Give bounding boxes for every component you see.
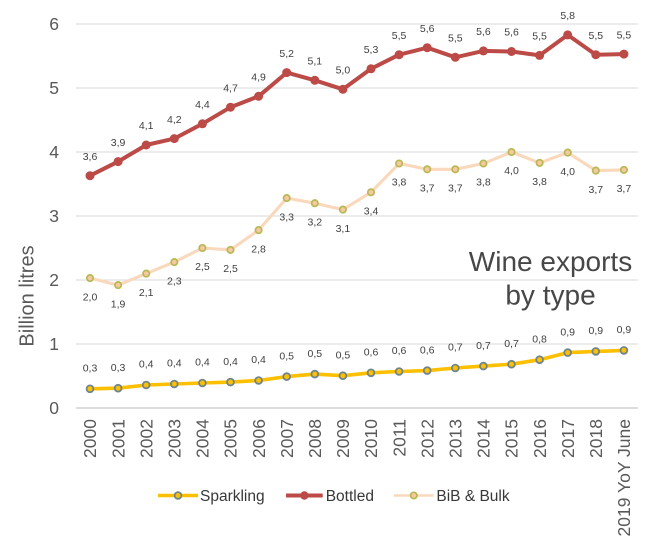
svg-text:0,4: 0,4 — [223, 356, 238, 368]
svg-text:4,0: 4,0 — [504, 165, 519, 177]
svg-text:2016: 2016 — [530, 419, 550, 458]
svg-text:2018: 2018 — [586, 419, 606, 458]
svg-text:0,8: 0,8 — [532, 333, 547, 345]
svg-text:2009: 2009 — [333, 419, 353, 458]
svg-text:2,5: 2,5 — [195, 261, 210, 273]
svg-text:3,8: 3,8 — [476, 177, 491, 189]
svg-text:4: 4 — [49, 142, 59, 162]
svg-text:1,9: 1,9 — [111, 298, 126, 310]
svg-text:2010: 2010 — [361, 419, 381, 458]
svg-text:2,3: 2,3 — [167, 275, 182, 287]
svg-text:4,7: 4,7 — [223, 82, 238, 94]
svg-text:Billion litres: Billion litres — [17, 245, 39, 346]
svg-text:3,4: 3,4 — [364, 206, 379, 218]
svg-text:by type: by type — [505, 280, 595, 311]
svg-text:2015: 2015 — [502, 419, 522, 458]
svg-text:5,1: 5,1 — [307, 56, 322, 68]
svg-text:2019 YoY June: 2019 YoY June — [614, 419, 634, 536]
svg-text:0,9: 0,9 — [588, 325, 603, 337]
svg-text:5,5: 5,5 — [532, 31, 547, 43]
svg-text:5,5: 5,5 — [617, 29, 632, 41]
svg-text:2,1: 2,1 — [139, 287, 154, 299]
svg-text:2: 2 — [49, 270, 59, 290]
svg-text:0,4: 0,4 — [251, 354, 266, 366]
svg-text:4,9: 4,9 — [251, 72, 266, 84]
svg-text:Bottled: Bottled — [326, 488, 374, 505]
svg-text:0,3: 0,3 — [83, 363, 98, 375]
svg-text:5,0: 5,0 — [336, 65, 351, 77]
svg-text:2007: 2007 — [277, 419, 297, 458]
svg-text:0,5: 0,5 — [336, 349, 351, 361]
svg-text:2,8: 2,8 — [251, 243, 266, 255]
svg-text:6: 6 — [49, 14, 59, 34]
svg-text:5,5: 5,5 — [588, 30, 603, 42]
svg-text:2002: 2002 — [136, 419, 156, 458]
svg-text:3,2: 3,2 — [307, 216, 322, 228]
svg-text:4,2: 4,2 — [167, 114, 182, 126]
svg-text:0,6: 0,6 — [420, 344, 435, 356]
svg-text:4,1: 4,1 — [139, 120, 154, 132]
svg-text:2012: 2012 — [417, 419, 437, 458]
svg-text:3,7: 3,7 — [617, 183, 632, 195]
svg-text:2013: 2013 — [446, 419, 466, 458]
svg-text:0,7: 0,7 — [448, 342, 463, 354]
svg-text:3,3: 3,3 — [279, 211, 294, 223]
svg-text:0: 0 — [49, 398, 59, 418]
svg-text:BiB & Bulk: BiB & Bulk — [436, 488, 509, 505]
svg-text:2000: 2000 — [80, 419, 100, 458]
svg-text:5,5: 5,5 — [392, 30, 407, 42]
svg-text:2001: 2001 — [108, 419, 128, 458]
svg-text:2006: 2006 — [249, 419, 269, 458]
svg-text:3,8: 3,8 — [532, 176, 547, 188]
svg-text:0,9: 0,9 — [560, 326, 575, 338]
svg-text:3,7: 3,7 — [588, 184, 603, 196]
svg-text:0,7: 0,7 — [476, 340, 491, 352]
svg-text:2003: 2003 — [165, 419, 185, 458]
svg-text:5: 5 — [49, 78, 59, 98]
svg-text:0,4: 0,4 — [139, 359, 154, 371]
svg-text:3,7: 3,7 — [420, 183, 435, 195]
svg-text:3,7: 3,7 — [448, 183, 463, 195]
svg-text:0,4: 0,4 — [167, 358, 182, 370]
svg-text:5,3: 5,3 — [364, 44, 379, 56]
svg-text:2,0: 2,0 — [83, 291, 98, 303]
svg-text:2014: 2014 — [474, 419, 494, 458]
svg-text:0,6: 0,6 — [364, 347, 379, 359]
svg-text:5,8: 5,8 — [560, 10, 575, 22]
svg-text:3,1: 3,1 — [336, 223, 351, 235]
svg-text:0,3: 0,3 — [111, 362, 126, 374]
svg-text:0,5: 0,5 — [279, 350, 294, 362]
svg-text:5,6: 5,6 — [420, 23, 435, 35]
svg-text:2011: 2011 — [389, 419, 409, 457]
svg-text:3,9: 3,9 — [111, 137, 126, 149]
svg-text:2004: 2004 — [193, 419, 213, 458]
svg-text:0,6: 0,6 — [392, 345, 407, 357]
svg-text:Wine exports: Wine exports — [469, 246, 632, 277]
svg-text:5,6: 5,6 — [476, 26, 491, 38]
svg-text:2,5: 2,5 — [223, 263, 238, 275]
svg-text:4,4: 4,4 — [195, 99, 210, 111]
svg-text:Sparkling: Sparkling — [200, 488, 265, 505]
svg-text:3,8: 3,8 — [392, 177, 407, 189]
svg-text:1: 1 — [49, 334, 59, 354]
svg-text:3,6: 3,6 — [83, 151, 98, 163]
svg-text:0,9: 0,9 — [617, 324, 632, 336]
svg-text:2017: 2017 — [558, 419, 578, 458]
svg-text:5,2: 5,2 — [279, 48, 294, 60]
svg-text:5,5: 5,5 — [448, 33, 463, 45]
svg-text:0,7: 0,7 — [504, 338, 519, 350]
svg-text:2008: 2008 — [305, 419, 325, 458]
svg-text:4,0: 4,0 — [560, 166, 575, 178]
svg-text:2005: 2005 — [221, 419, 241, 458]
svg-text:5,6: 5,6 — [504, 27, 519, 39]
svg-text:0,5: 0,5 — [307, 348, 322, 360]
svg-text:3: 3 — [49, 206, 59, 226]
svg-text:0,4: 0,4 — [195, 357, 210, 369]
